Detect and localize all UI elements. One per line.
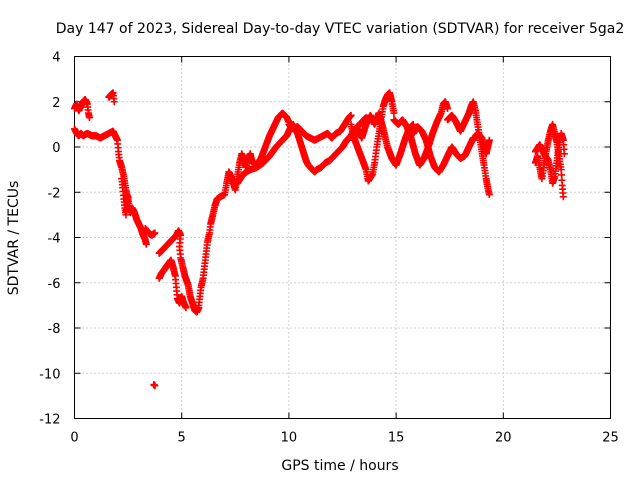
y-tick-label: -12 (39, 413, 60, 428)
x-tick-label: 5 (178, 431, 186, 446)
data-point (485, 136, 493, 144)
y-tick-label: -4 (48, 232, 61, 247)
data-point (560, 150, 568, 158)
y-tick-label: 4 (52, 51, 60, 66)
data-point (347, 111, 355, 119)
x-tick-label: 25 (602, 431, 619, 446)
data-point (151, 382, 159, 390)
data-point (86, 114, 94, 122)
data-point (142, 240, 150, 248)
y-axis-label: SDTVAR / TECUs (6, 181, 22, 296)
y-tick-label: -8 (48, 322, 61, 337)
data-point (409, 120, 417, 128)
data-point (390, 109, 398, 117)
grid-lines (74, 56, 611, 419)
x-axis-label: GPS time / hours (281, 458, 398, 474)
chart-title: Day 147 of 2023, Sidereal Day-to-day VTE… (56, 21, 625, 37)
y-tick-label: -2 (48, 186, 61, 201)
y-tick-label: -6 (48, 277, 61, 292)
data-point (182, 304, 190, 312)
data-point (124, 193, 132, 201)
y-tick-label: 2 (52, 96, 60, 111)
data-point (151, 229, 159, 237)
data-point (485, 191, 493, 199)
data-point (559, 193, 567, 201)
y-tick-label: -10 (39, 367, 60, 382)
axis-ticks: 0 5 10 15 20 25 -12 -10 -8 -6 -4 -2 0 2 4 (39, 51, 619, 446)
data-point (110, 98, 118, 106)
y-tick-label: 0 (52, 141, 60, 156)
x-tick-label: 10 (281, 431, 298, 446)
x-tick-label: 15 (388, 431, 405, 446)
x-tick-label: 0 (70, 431, 78, 446)
data-point (444, 105, 452, 113)
data-points (71, 89, 568, 390)
x-tick-label: 20 (495, 431, 512, 446)
